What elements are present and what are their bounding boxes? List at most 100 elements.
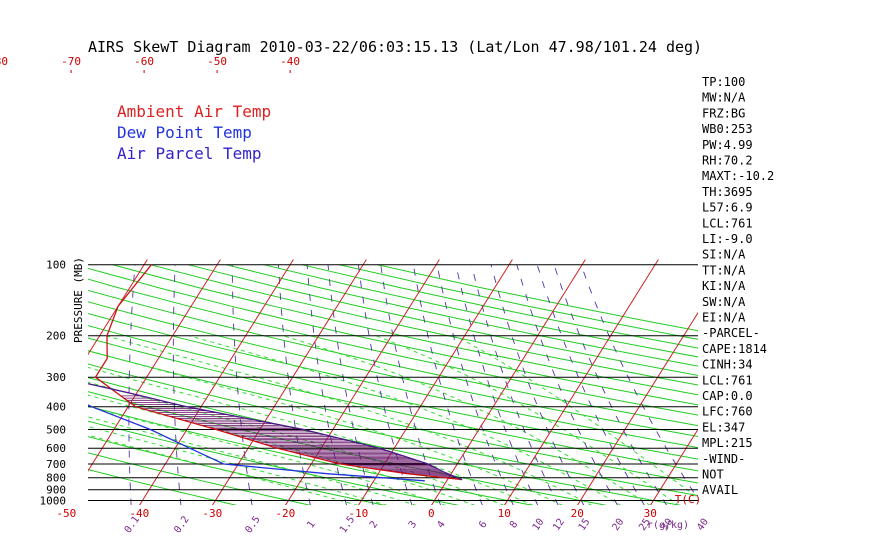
top-temp-tick-label: -60 <box>134 55 154 68</box>
dry-adiabat-line <box>187 264 698 376</box>
pressure-tick-label: 500 <box>46 424 66 437</box>
pressure-tick-label: 100 <box>46 259 66 272</box>
moist-adiabat-line <box>454 335 698 499</box>
series-line <box>88 404 425 482</box>
stat-entry: NOT <box>702 468 724 482</box>
stat-entry: EL:347 <box>702 420 745 434</box>
stat-entry: PW:4.99 <box>702 138 753 152</box>
mixing-ratio-tick-label: 0.2 <box>172 514 191 535</box>
mixing-ratio-line <box>471 264 559 505</box>
stat-entry: LCL:761 <box>702 373 753 387</box>
moist-adiabat-line <box>282 335 651 505</box>
dry-adiabat-line <box>88 289 698 427</box>
stat-entry: AVAIL <box>702 483 738 497</box>
mixing-ratio-line <box>580 264 698 500</box>
series-line <box>88 383 463 481</box>
mixing-ratio-tick-label: 6 <box>477 519 489 530</box>
mixing-ratio-tick-label: 1 <box>305 519 317 530</box>
mixing-ratio-line <box>516 264 618 505</box>
stat-entry: KI:N/A <box>702 279 746 293</box>
pressure-tick-label: 600 <box>46 442 66 455</box>
bottom-temp-tick-label: 0 <box>428 507 435 520</box>
stat-entry: RH:70.2 <box>702 154 753 168</box>
stat-entry: LI:-9.0 <box>702 232 753 246</box>
mixing-ratio-tick-label: 4 <box>435 519 447 530</box>
profile-lines <box>88 264 463 482</box>
stat-entry: LCL:761 <box>702 216 753 230</box>
mixing-ratio-tick-label: 12 <box>551 517 567 533</box>
dry-adiabat-line <box>88 405 534 505</box>
top-temp-tick-label: -40 <box>280 55 300 68</box>
isobar-lines <box>88 264 698 501</box>
series-line <box>94 264 463 481</box>
stat-entry: MAXT:-10.2 <box>702 169 774 183</box>
moist-adiabat-line <box>188 335 622 505</box>
isotherm-line <box>358 259 513 505</box>
mixing-ratio-line <box>128 264 136 505</box>
stat-entry: LFC:760 <box>702 405 753 419</box>
stat-entry: WB0:253 <box>702 122 753 136</box>
mixing-ratio-tick-label: 8 <box>508 519 520 530</box>
axis-labels: 0.1 0.2 0.5 1 1.5 2 3 4 6 8 10 12 15 20 25 30 4010020030… <box>0 55 711 535</box>
stat-entry: CAPE:1814 <box>702 342 767 356</box>
mixing-ratio-line <box>231 264 253 505</box>
pressure-tick-label: 400 <box>46 401 66 414</box>
pressure-tick-label: 300 <box>46 371 66 384</box>
isotherm-line <box>88 259 148 356</box>
top-temp-tick-label: -70 <box>61 55 81 68</box>
pressure-tick-label: 1000 <box>40 495 67 508</box>
cape-hatching <box>120 395 458 479</box>
isotherm-line <box>431 259 586 505</box>
mixing-ratio-line <box>306 264 347 505</box>
bottom-temp-tick-label: -50 <box>56 507 76 520</box>
top-temp-tick-label: -80 <box>0 55 8 68</box>
dry-adiabat-line <box>225 264 698 367</box>
dry-adiabat-line <box>88 469 238 505</box>
stat-entry: TP:100 <box>702 75 745 89</box>
pressure-tick-label: 700 <box>46 458 66 471</box>
mixing-ratio-line <box>278 264 311 505</box>
dry-adiabat-line <box>88 391 608 505</box>
mixing-ratio-line <box>536 264 645 505</box>
stat-entry: -WIND- <box>702 452 745 466</box>
mixing-ratio-lines <box>128 264 698 505</box>
mixing-unit-label: r(g/kg) <box>647 520 689 531</box>
stat-entry: FRZ:BG <box>702 106 745 120</box>
temp-unit-label: T(C) <box>675 493 702 506</box>
mixing-ratio-line <box>412 264 483 505</box>
top-temp-tick-label: -50 <box>207 55 227 68</box>
stat-entry: -PARCEL- <box>702 326 760 340</box>
dry-adiabat-line <box>88 267 698 406</box>
dry-adiabat-line <box>88 278 698 416</box>
stat-entry: MW:N/A <box>702 91 746 105</box>
mixing-ratio-line <box>172 264 182 505</box>
bottom-temp-tick-label: -10 <box>348 507 368 520</box>
mixing-ratio-line <box>357 264 413 505</box>
bottom-temp-tick-label: 30 <box>644 507 657 520</box>
chart-title: AIRS SkewT Diagram 2010-03-22/06:03:15.1… <box>88 38 702 56</box>
dry-adiabat-line <box>88 312 698 449</box>
moist-adiabat-line <box>88 349 563 505</box>
stat-entry: CINH:34 <box>702 358 753 372</box>
bottom-temp-tick-label: -30 <box>202 507 222 520</box>
mixing-ratio-tick-label: 20 <box>610 517 626 533</box>
mixing-ratio-tick-label: 40 <box>695 517 711 533</box>
legend-entry: Ambient Air Temp <box>117 102 271 121</box>
dry-adiabat-line <box>112 264 698 396</box>
moist-adiabat-line <box>105 335 593 505</box>
stat-entry: CAP:0.0 <box>702 389 753 403</box>
bottom-temp-tick-label: 20 <box>571 507 584 520</box>
mixing-ratio-line <box>455 264 539 505</box>
bottom-temp-tick-label: -40 <box>129 507 149 520</box>
legend-entry: Air Parcel Temp <box>117 144 262 163</box>
dry-adiabat-line <box>88 301 698 438</box>
bottom-temp-tick-label: -20 <box>275 507 295 520</box>
moist-adiabat-line <box>88 406 446 505</box>
legend: Ambient Air Temp Dew Point Temp Air Parcel… <box>117 102 271 163</box>
dry-adiabat-line <box>88 337 698 472</box>
stat-entry: L57:6.9 <box>702 201 753 215</box>
pressure-tick-label: 200 <box>46 330 66 343</box>
isotherm-line <box>0 260 1 506</box>
